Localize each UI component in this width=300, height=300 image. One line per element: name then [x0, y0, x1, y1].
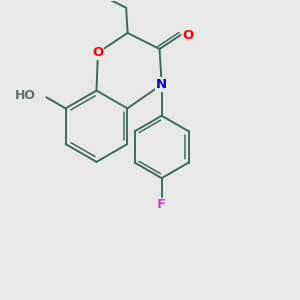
Text: HO: HO: [15, 89, 36, 102]
Text: N: N: [156, 78, 167, 91]
Text: O: O: [182, 28, 194, 41]
Text: O: O: [92, 46, 104, 59]
Text: F: F: [157, 198, 166, 212]
